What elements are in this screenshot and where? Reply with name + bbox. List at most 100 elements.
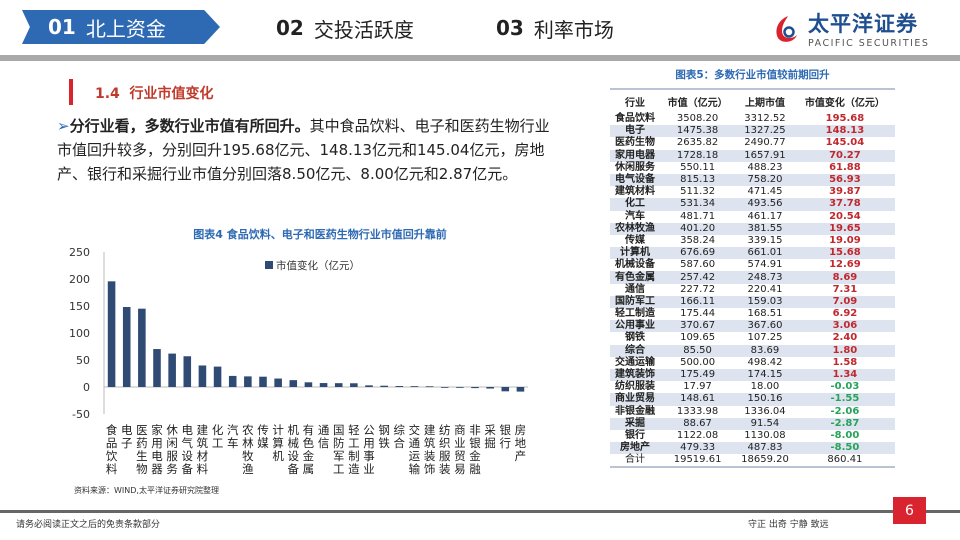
table-row: 钢铁 109.65 107.25 2.40 <box>610 332 895 344</box>
logo-text: 太平洋证券 <box>808 12 918 36</box>
market-cap-cell: 3508.20 <box>676 113 719 125</box>
disclaimer-text: 请务必阅读正文之后的免责条款部分 <box>16 520 161 530</box>
table-row: 非银金融 1333.98 1336.04 -2.06 <box>610 406 895 418</box>
prior-market-cap-cell: 574.91 <box>747 259 783 271</box>
change-cell: 6.92 <box>832 308 858 320</box>
page-number: 6 <box>893 497 926 524</box>
change-cell: 37.78 <box>794 198 895 211</box>
prior-market-cap-cell: 220.41 <box>747 283 783 295</box>
industry-cell: 合计 <box>610 454 661 469</box>
table-row: 家用电器 1728.18 1657.91 70.27 <box>610 149 895 162</box>
table-row: 有色金属 257.42 248.73 8.69 <box>610 271 895 284</box>
bar <box>471 387 479 389</box>
change-cell: -2.87 <box>794 417 895 430</box>
footer-divider <box>0 510 960 513</box>
prior-market-cap-cell: 1657.91 <box>735 149 795 162</box>
bar <box>244 376 252 387</box>
industry-market-cap-table: 行业 市值（亿元） 上期市值 市值变化（亿元） 食品饮料 3508.20 3312.52 19… <box>610 88 895 469</box>
tab-trading-activity[interactable]: 02 交投活跃度 <box>276 12 414 44</box>
section-marker <box>69 79 73 105</box>
bar <box>456 387 464 388</box>
market-cap-cell: 500.00 <box>680 356 716 368</box>
industry-cell: 医药生物 <box>615 137 656 149</box>
legend-label: 市值变化（亿元） <box>276 259 360 272</box>
tab-label: 利率市场 <box>533 17 614 42</box>
prior-market-cap-cell: 493.56 <box>735 198 795 211</box>
table-row: 计算机 676.69 661.01 15.68 <box>610 247 895 260</box>
table-row: 汽车 481.71 461.17 20.54 <box>610 211 895 223</box>
bar <box>516 387 525 392</box>
y-tick-label: 200 <box>69 273 90 286</box>
y-tick-label: -50 <box>72 408 90 421</box>
tab-label: 交投活跃度 <box>313 17 414 42</box>
prior-market-cap-cell: 461.17 <box>747 210 783 222</box>
industry-cell: 通信 <box>625 283 646 295</box>
company-logo: 太平洋证券 PACIFIC SECURITIES <box>770 8 955 52</box>
industry-cell: 交通运输 <box>615 356 656 368</box>
market-cap-cell: 676.69 <box>660 247 736 260</box>
table-row: 公用事业 370.67 367.60 3.06 <box>610 320 895 333</box>
x-tick-label: 国防军工 <box>333 423 345 476</box>
table-row: 房地产 479.33 487.83 -8.50 <box>610 442 895 455</box>
chart-title: 图表4 食品饮料、电子和医药生物行业市值回升靠前 <box>193 228 447 241</box>
market-cap-cell: 815.13 <box>660 173 736 187</box>
change-cell: 15.68 <box>794 247 895 260</box>
table-row: 银行 1122.08 1130.08 -8.00 <box>610 430 895 442</box>
motto-text: 守正 出奇 宁静 致远 <box>748 520 829 530</box>
industry-cell: 钢铁 <box>625 332 646 344</box>
bar <box>365 385 373 387</box>
x-tick-label: 房地产 <box>515 423 527 463</box>
x-tick-label: 农林牧渔 <box>242 423 254 476</box>
x-tick-label: 纺织服装 <box>439 423 451 476</box>
change-cell: 7.09 <box>794 295 895 308</box>
y-tick-label: 250 <box>69 246 90 259</box>
x-tick-label: 有色金属 <box>303 423 315 476</box>
market-cap-cell: 587.60 <box>680 259 716 271</box>
market-cap-cell: 401.20 <box>660 222 736 235</box>
change-cell: 56.93 <box>794 173 895 187</box>
x-tick-label: 公用事业 <box>363 423 375 476</box>
prior-market-cap-cell: 2490.77 <box>744 137 786 149</box>
change-cell: 70.27 <box>794 149 895 162</box>
industry-cell: 公用事业 <box>610 320 661 333</box>
bar <box>319 383 328 387</box>
bar <box>183 356 192 387</box>
bar <box>198 365 207 387</box>
change-cell: 2.40 <box>832 332 858 344</box>
prior-market-cap-cell: 168.51 <box>747 308 783 320</box>
bar <box>304 382 313 387</box>
change-cell: -0.03 <box>830 381 860 393</box>
x-tick-label: 非银金融 <box>469 423 481 476</box>
y-tick-label: 0 <box>83 381 90 394</box>
tab-number: 03 <box>496 16 524 40</box>
table-row: 医药生物 2635.82 2490.77 145.04 <box>610 137 895 149</box>
table-row: 商业贸易 148.61 150.16 -1.55 <box>610 393 895 406</box>
market-cap-cell: 370.67 <box>660 320 736 333</box>
total-row: 合计 19519.61 18659.20 860.41 <box>610 454 895 469</box>
market-cap-cell: 19519.61 <box>660 454 736 469</box>
market-cap-cell: 257.42 <box>660 271 736 284</box>
change-cell: -8.00 <box>830 429 860 441</box>
prior-market-cap-cell: 150.16 <box>735 393 795 406</box>
table-row: 机械设备 587.60 574.91 12.69 <box>610 259 895 271</box>
table-title: 图表5：多数行业市值较前期回升 <box>675 69 830 81</box>
industry-cell: 纺织服装 <box>615 381 656 393</box>
tab-interest-rate-market[interactable]: 03 利率市场 <box>496 12 614 44</box>
prior-market-cap-cell: 248.73 <box>735 271 795 284</box>
market-cap-cell: 227.72 <box>680 283 716 295</box>
tab-northbound-funds[interactable]: 01 北上资金 <box>22 10 220 44</box>
logo-mark-icon <box>776 16 797 42</box>
prior-market-cap-cell: 159.03 <box>735 295 795 308</box>
prior-market-cap-cell: 487.83 <box>735 442 795 455</box>
market-cap-cell: 85.50 <box>660 344 736 357</box>
table-row: 纺织服装 17.97 18.00 -0.03 <box>610 381 895 393</box>
change-cell: 3.06 <box>794 320 895 333</box>
bar <box>440 387 449 388</box>
prior-market-cap-cell: 471.45 <box>747 186 783 198</box>
bar <box>289 380 298 387</box>
logo-subtext: PACIFIC SECURITIES <box>808 38 930 49</box>
table-row: 交通运输 500.00 498.42 1.58 <box>610 357 895 369</box>
x-tick-label: 轻工制造 <box>348 423 360 476</box>
prior-market-cap-cell: 367.60 <box>735 320 795 333</box>
x-tick-label: 休闲服务 <box>166 423 178 476</box>
